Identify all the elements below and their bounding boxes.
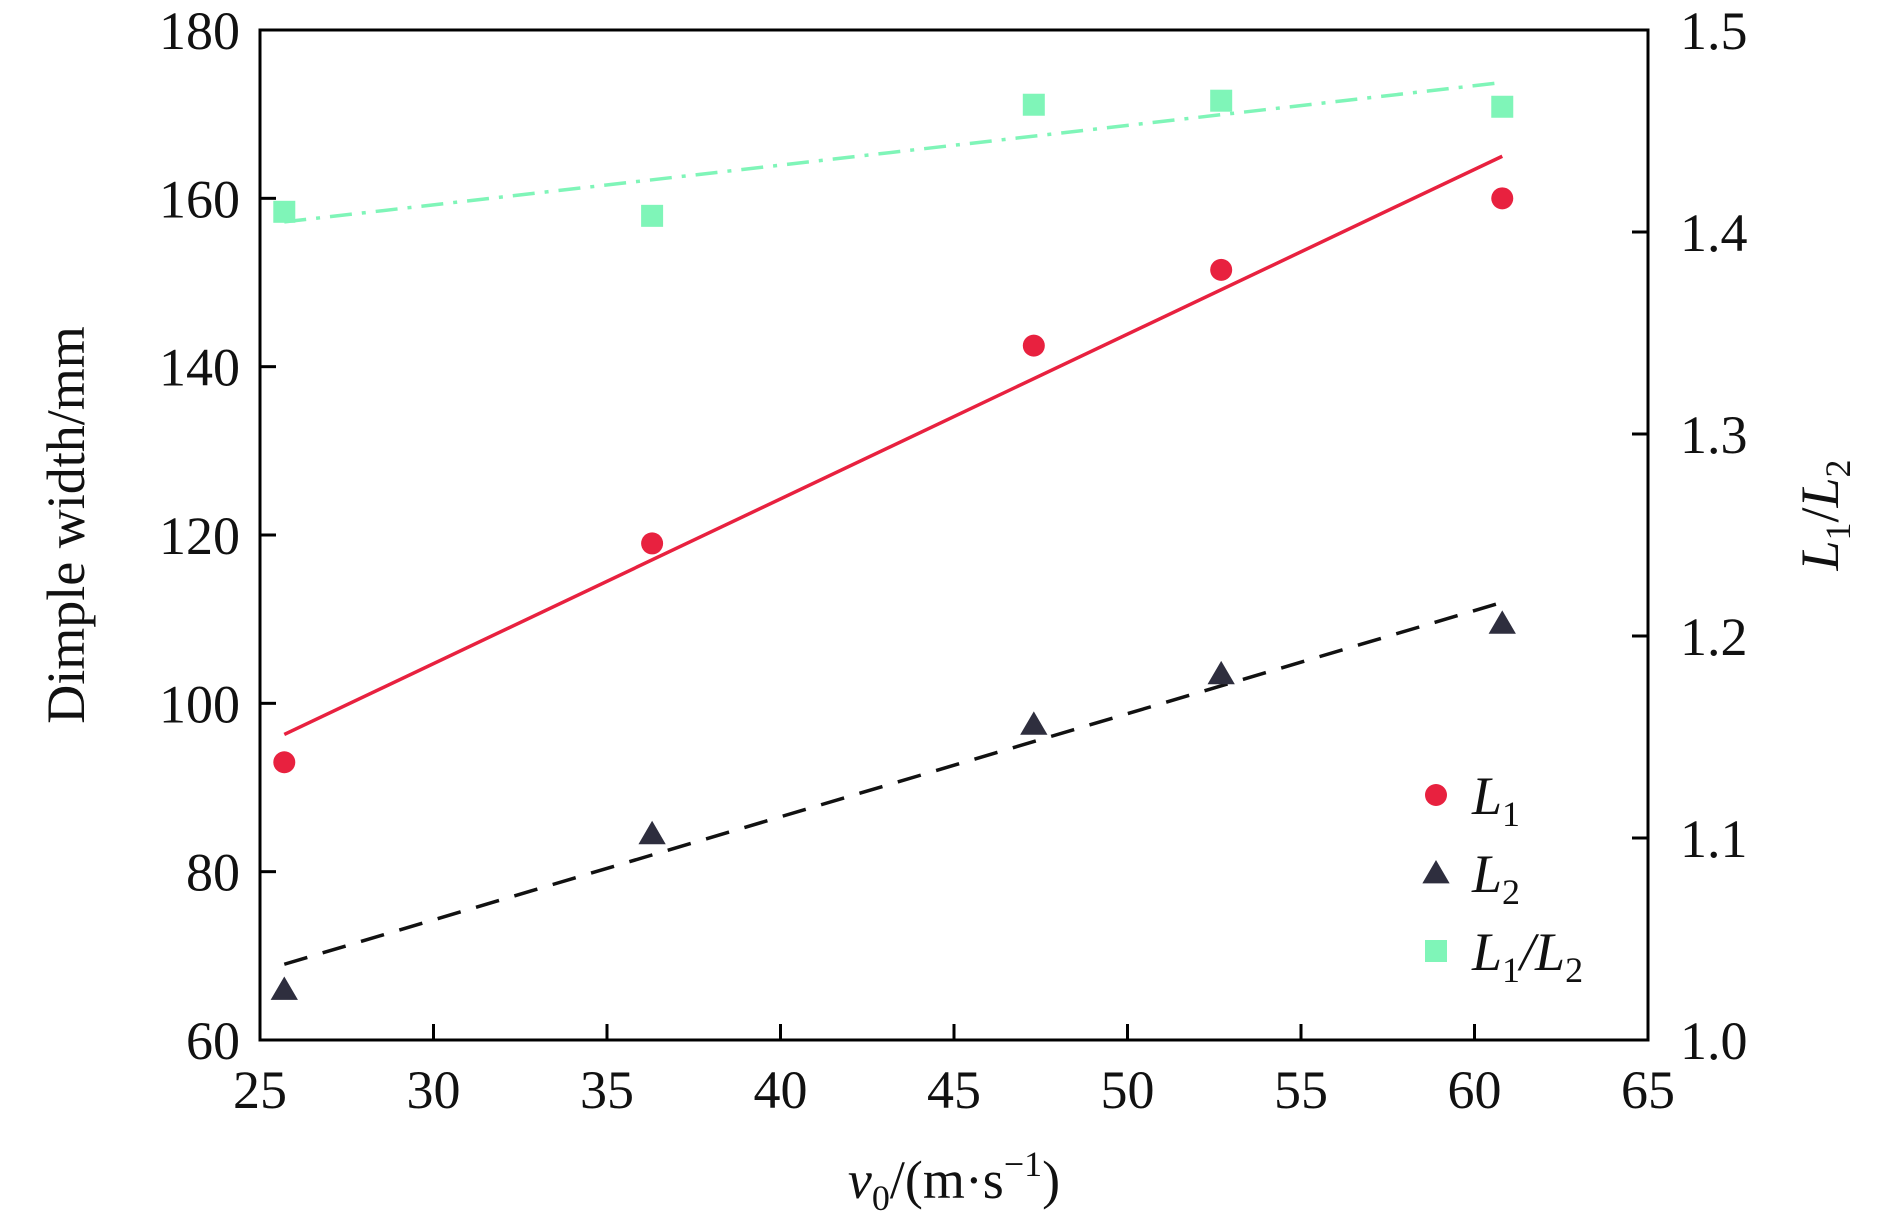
x-axis-title-unit: /(m·s (890, 1150, 1004, 1210)
y-left-tick-label: 140 (159, 338, 240, 398)
data-point-circle (641, 532, 664, 555)
y-left-tick-label: 120 (159, 506, 240, 566)
y-axis-right-ticks: 1.0 1.1 1.2 1.3 1.4 1.5 (1632, 1, 1748, 1071)
y-right-tick-label: 1.4 (1680, 203, 1748, 263)
x-axis-title-var: v (848, 1150, 872, 1210)
plot-frame (258, 28, 1650, 1042)
y-axis-right-title-b: L (1790, 477, 1850, 508)
fit-line-1 (283, 154, 1504, 737)
y-axis-right-title-b-sub: 2 (1818, 459, 1858, 477)
fit-lines (283, 80, 1504, 966)
y-right-tick-label: 1.0 (1680, 1011, 1748, 1071)
y-left-tick-label: 80 (186, 843, 240, 903)
x-tick-label: 60 (1448, 1060, 1502, 1120)
y-axis-right-title-slash: / (1790, 507, 1850, 522)
y-left-tick-label: 160 (159, 169, 240, 229)
y-right-tick-label: 1.1 (1680, 809, 1748, 869)
y-axis-left-ticks: 60 80 100 120 140 160 180 (159, 1, 276, 1071)
x-tick-label: 45 (927, 1060, 981, 1120)
y-left-tick-label: 180 (159, 1, 240, 61)
legend-label: L1/L2 (1471, 922, 1583, 990)
legend-label: L1 (1471, 766, 1520, 834)
y-right-tick-label: 1.5 (1680, 1, 1748, 61)
data-point-circle (1022, 334, 1045, 357)
x-tick-label: 35 (580, 1060, 634, 1120)
x-tick-label: 25 (233, 1060, 287, 1120)
data-point-triangle (638, 820, 666, 845)
x-tick-label: 40 (754, 1060, 808, 1120)
data-point-square (1022, 93, 1045, 116)
x-axis-ticks: 25 30 35 40 45 50 55 60 65 (233, 1024, 1675, 1120)
data-point-triangle (1488, 610, 1516, 634)
x-axis-title-sup: −1 (1004, 1144, 1042, 1184)
data-points (270, 89, 1516, 1000)
legend-label-main: L (1471, 844, 1502, 904)
x-tick-label: 30 (407, 1060, 461, 1120)
legend-label-sub2: 2 (1565, 950, 1583, 990)
data-point-circle (273, 751, 296, 774)
legend-label-sub: 1 (1502, 950, 1520, 990)
legend-marker-square (1425, 940, 1447, 962)
legend-label-sub: 1 (1502, 794, 1520, 834)
data-point-circle (1491, 187, 1514, 210)
y-axis-right-title-a-sub: 1 (1818, 523, 1858, 541)
y-right-tick-label: 1.3 (1680, 405, 1748, 465)
data-point-triangle (1207, 660, 1235, 685)
legend-marker-triangle (1422, 860, 1450, 884)
data-point-triangle (1020, 711, 1048, 735)
x-axis-title-close: ) (1042, 1150, 1060, 1210)
x-tick-label: 50 (1101, 1060, 1155, 1120)
data-point-square (641, 204, 664, 227)
x-axis-title-sub: 0 (872, 1178, 890, 1218)
data-point-square (273, 200, 296, 223)
y-axis-right-title-a: L (1790, 541, 1850, 572)
data-point-circle (1210, 258, 1233, 281)
x-tick-label: 55 (1274, 1060, 1328, 1120)
legend-label-main: L (1471, 922, 1502, 982)
data-point-triangle (270, 976, 298, 1000)
legend-label: L2 (1471, 844, 1520, 912)
data-point-square (1491, 95, 1514, 118)
legend-label-extra: /L (1517, 922, 1565, 982)
y-axis-right-title: L1/L2 (1790, 459, 1858, 571)
y-right-tick-label: 1.2 (1680, 607, 1748, 667)
x-tick-label: 65 (1621, 1060, 1675, 1120)
x-axis-title: v0/(m·s−1) (848, 1144, 1060, 1218)
fit-line-2 (283, 600, 1503, 966)
legend-label-sub: 2 (1502, 872, 1520, 912)
y-left-tick-label: 100 (159, 674, 240, 734)
y-axis-left-title: Dimple width/mm (36, 326, 96, 724)
data-point-square (1210, 89, 1233, 112)
y-left-tick-label: 60 (186, 1011, 240, 1071)
fit-line-3 (284, 80, 1503, 224)
legend-label-main: L (1471, 766, 1502, 826)
legend-marker-circle (1425, 784, 1447, 806)
